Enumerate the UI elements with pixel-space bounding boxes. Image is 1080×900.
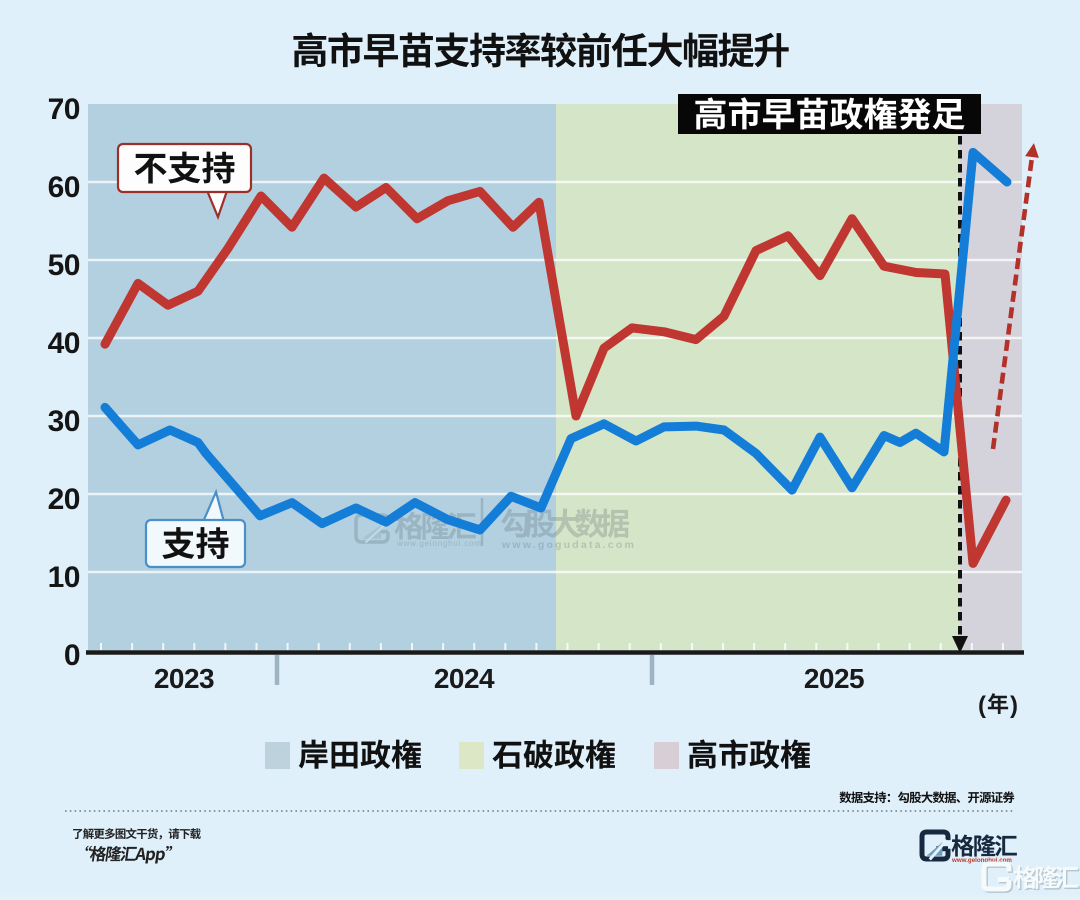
svg-text:40: 40 <box>48 327 80 360</box>
svg-text:20: 20 <box>48 483 80 516</box>
svg-text:www.gelonghui.com: www.gelonghui.com <box>396 539 482 548</box>
svg-text:60: 60 <box>48 171 80 204</box>
svg-text:2024: 2024 <box>434 663 495 694</box>
svg-text:www.gogudata.com: www.gogudata.com <box>501 539 636 551</box>
svg-text:): ) <box>1010 692 1018 719</box>
svg-text:0: 0 <box>64 639 80 672</box>
svg-text:30: 30 <box>48 405 80 438</box>
svg-text:2023: 2023 <box>154 663 214 694</box>
svg-text:10: 10 <box>48 561 80 594</box>
svg-text:70: 70 <box>48 93 80 126</box>
svg-text:(: ( <box>978 692 986 719</box>
svg-text:www.gelonghui.com: www.gelonghui.com <box>951 857 1012 864</box>
svg-text:2025: 2025 <box>804 663 864 694</box>
svg-text:50: 50 <box>48 249 80 282</box>
